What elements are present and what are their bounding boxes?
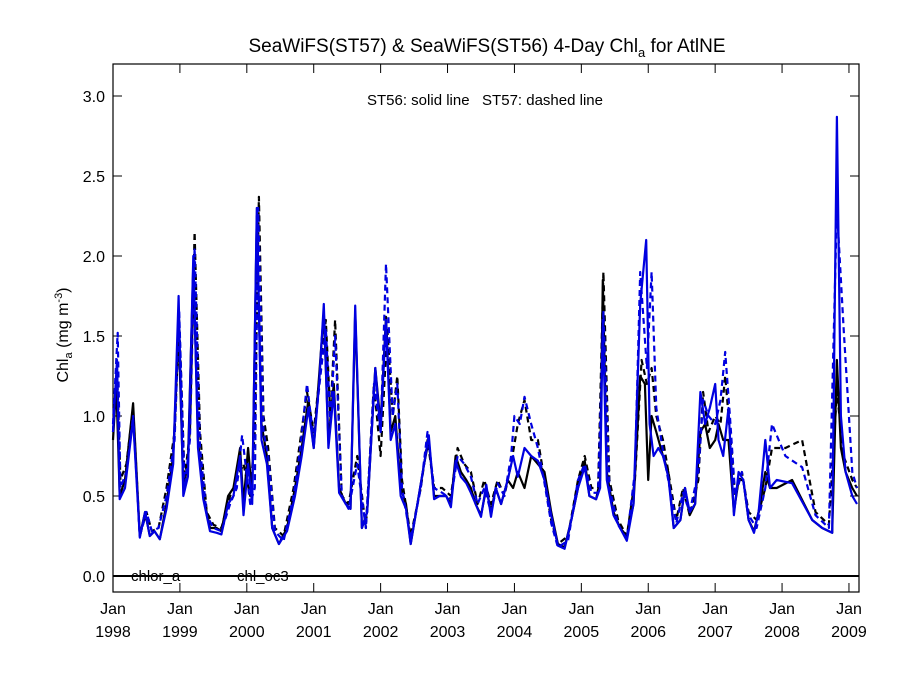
- y-tick-label: 0.0: [83, 569, 105, 586]
- y-axis-label-unit: (mg m: [55, 303, 72, 353]
- chart-title-main: SeaWiFS(ST57) & SeaWiFS(ST56) 4-Day Chl: [248, 36, 638, 57]
- x-tick-month-label: Jan: [635, 601, 661, 618]
- x-axis: Jan 1998 Jan 1999 Jan 2000 Jan 2001 Jan 2002 Jan 20…: [95, 64, 867, 641]
- legend-label-0: chlor_a: [131, 568, 181, 585]
- x-tick-month-label: Jan: [502, 601, 528, 618]
- x-tick-month-label: Jan: [100, 601, 126, 618]
- y-axis-label: Chla (mg m-3): [53, 287, 75, 382]
- x-tick-month-label: Jan: [234, 601, 260, 618]
- y-tick-label: 1.0: [83, 409, 105, 426]
- y-axis-label-close: ): [55, 287, 72, 292]
- x-tick-year-label: 2004: [497, 624, 533, 641]
- y-tick-label: 1.5: [83, 329, 105, 346]
- y-tick-label: 3.0: [83, 89, 105, 106]
- x-tick-year-label: 2008: [764, 624, 800, 641]
- x-tick-year-label: 2002: [363, 624, 399, 641]
- legend-label-1: chl_oc3: [237, 568, 289, 585]
- x-tick-month-label: Jan: [769, 601, 795, 618]
- x-tick-year-label: 2007: [697, 624, 733, 641]
- y-axis-label-main: Chl: [55, 359, 72, 383]
- x-tick-month-label: Jan: [368, 601, 394, 618]
- x-tick-year-label: 2006: [630, 624, 666, 641]
- y-tick-label: 2.5: [83, 169, 105, 186]
- plot-frame: [112, 63, 860, 593]
- chart-title-subscript: a: [638, 45, 646, 60]
- x-tick-month-label: Jan: [435, 601, 461, 618]
- x-tick-year-label: 2005: [564, 624, 600, 641]
- y-axis: 0.0 0.5 1.0 1.5 2.0 2.5 3.0: [83, 89, 859, 586]
- chart-title-tail: for AtlNE: [645, 36, 725, 57]
- x-tick-year-label: 2009: [831, 624, 867, 641]
- chart-annotation: ST56: solid line ST57: dashed line: [367, 92, 603, 109]
- x-tick-year-label: 2001: [296, 624, 332, 641]
- plot-series: [111, 115, 859, 550]
- x-tick-month-label: Jan: [568, 601, 594, 618]
- x-tick-month-label: Jan: [167, 601, 193, 618]
- chart-title: SeaWiFS(ST57) & SeaWiFS(ST56) 4-Day Chla…: [248, 36, 725, 60]
- legend: chlor_a chl_oc3: [131, 568, 289, 585]
- x-tick-month-label: Jan: [301, 601, 327, 618]
- y-tick-label: 2.0: [83, 249, 105, 266]
- x-tick-year-label: 2003: [430, 624, 466, 641]
- x-tick-year-label: 2000: [229, 624, 265, 641]
- x-tick-year-label: 1999: [162, 624, 198, 641]
- x-tick-month-label: Jan: [702, 601, 728, 618]
- y-axis-label-subscript: a: [63, 352, 75, 359]
- y-tick-label: 0.5: [83, 489, 105, 506]
- series-line-3: [111, 206, 859, 549]
- x-tick-year-label: 1998: [95, 624, 131, 641]
- y-axis-label-superscript: -3: [53, 293, 65, 303]
- x-tick-month-label: Jan: [836, 601, 862, 618]
